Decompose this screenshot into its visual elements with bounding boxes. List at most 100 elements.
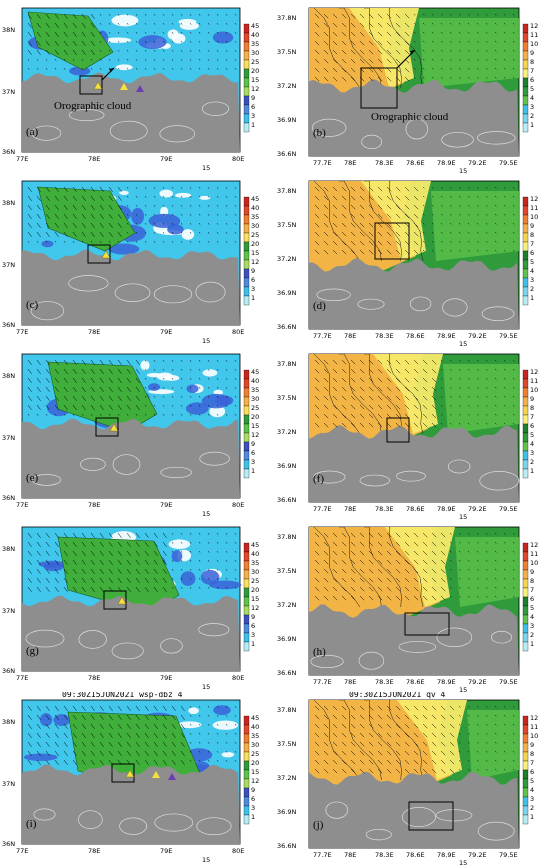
wind-vector [368, 568, 374, 574]
moisture-mid [385, 527, 455, 607]
wind-vector [63, 377, 68, 383]
wind-vector [323, 577, 329, 583]
lon-tick-label: 79E [160, 501, 172, 509]
wind-vector [458, 750, 461, 753]
wind-vector [332, 759, 338, 765]
wind-vector [458, 368, 461, 371]
wind-vector [359, 595, 365, 601]
wind-vector [440, 386, 443, 389]
wind-vector [108, 13, 111, 16]
wind-vector [332, 732, 338, 738]
wind-vector [395, 732, 401, 738]
echo-patch [200, 569, 220, 585]
wind-vector [63, 204, 68, 210]
wind-vector [153, 359, 156, 362]
wind-vector [36, 550, 41, 556]
wind-vector [440, 532, 446, 538]
lat-tick-label: 37.5N [277, 48, 296, 56]
colorbar-label: 9 [251, 786, 255, 794]
wind-vector [171, 723, 176, 729]
wind-vector [135, 723, 140, 729]
wind-vector [36, 559, 41, 565]
colorbar-swatch [522, 59, 529, 70]
wind-vector [99, 359, 104, 365]
wind-vector [216, 723, 219, 726]
wind-vector [216, 195, 219, 198]
wind-vector [431, 595, 437, 601]
wind-vector [368, 40, 374, 46]
colorbar-label: 8 [530, 750, 534, 758]
vector-ref-label: 15 [459, 859, 467, 865]
wind-vector [162, 240, 165, 243]
wind-vector [476, 368, 479, 371]
wind-vector [395, 568, 401, 574]
wind-vector [476, 49, 479, 52]
wind-vector [162, 231, 165, 234]
wind-vector [467, 377, 470, 380]
wind-vector [323, 240, 329, 246]
wind-vector [386, 368, 392, 374]
lat-tick-label: 37.8N [277, 14, 296, 22]
wind-vector [234, 377, 237, 380]
wind-vector [180, 195, 183, 198]
wind-vector [27, 222, 32, 228]
wind-vector [341, 705, 347, 711]
wind-vector [135, 231, 138, 234]
wind-vector [359, 13, 365, 19]
colorbar-label: 6 [251, 449, 255, 457]
wind-vector [494, 231, 497, 234]
wind-vector [126, 58, 129, 61]
lon-tick-label: 77.7E [313, 505, 332, 513]
wind-vector [117, 231, 122, 237]
lon-tick-label: 80E [232, 501, 244, 509]
wind-vector [404, 13, 410, 19]
wind-vector [144, 186, 147, 189]
wind-vector [108, 31, 111, 34]
wind-vector [153, 67, 156, 70]
colorbar-label: 35 [251, 213, 259, 221]
wind-vector [225, 541, 228, 544]
wind-vector [341, 58, 347, 64]
wind-vector [377, 22, 383, 28]
colorbar-label: 3 [530, 276, 534, 284]
colorbar-swatch [243, 259, 250, 270]
wind-vector [108, 550, 113, 556]
wind-vector [144, 31, 147, 34]
colorbar-label: 45 [251, 714, 259, 722]
focus-box [79, 75, 103, 95]
colorbar-label: 2 [530, 112, 534, 120]
wind-vector [189, 231, 192, 234]
wind-vector [386, 586, 392, 592]
wind-vector [476, 595, 479, 598]
wind-vector [323, 541, 329, 547]
colorbar-label: 30 [251, 395, 259, 403]
colorbar-swatch [522, 805, 529, 816]
wind-vector [27, 359, 32, 365]
wind-vector [63, 532, 68, 538]
wind-vector [36, 577, 41, 583]
terrain-contour [479, 471, 520, 491]
colorbar-label: 7 [530, 759, 534, 767]
colorbar-swatch [522, 95, 529, 106]
wind-vector [36, 714, 41, 720]
terrain-contour [436, 627, 473, 648]
lat-tick-label: 36.6N [277, 150, 296, 158]
lat-tick-label: 37.2N [277, 255, 296, 263]
wind-vector [332, 422, 338, 428]
terrain-contour [477, 821, 515, 841]
colorbar-label: 25 [251, 58, 259, 66]
wind-vector [341, 240, 347, 246]
colorbar-label: 20 [251, 413, 259, 421]
colorbar-label: 7 [530, 67, 534, 75]
wind-vector [216, 577, 219, 580]
wind-vector [135, 559, 140, 565]
wind-vector [45, 22, 50, 28]
wind-vector [485, 58, 488, 61]
wind-vector [431, 714, 437, 720]
wind-vector [108, 723, 113, 729]
wind-vector [458, 732, 461, 735]
wind-vector [377, 195, 383, 201]
colorbar-swatch [522, 787, 529, 798]
colorbar-swatch [243, 423, 250, 434]
wind-vector [449, 559, 452, 562]
